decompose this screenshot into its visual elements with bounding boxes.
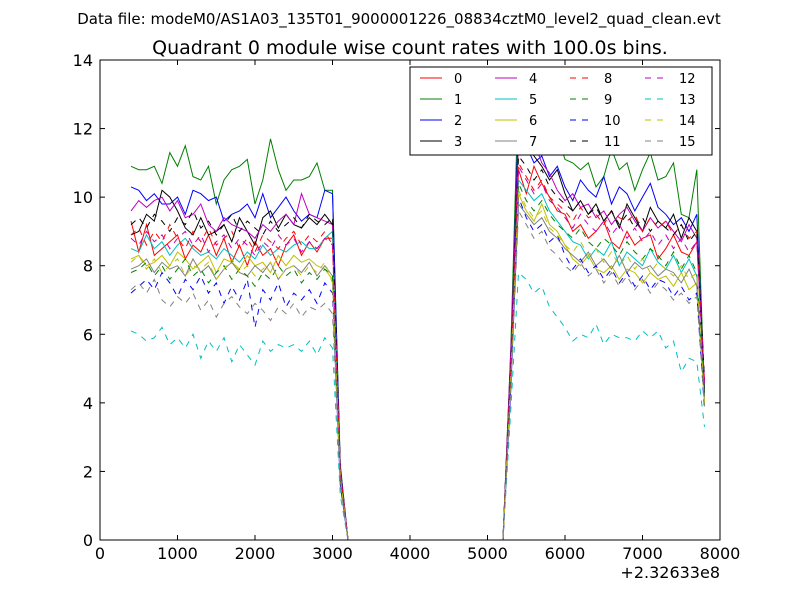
x-tick-label: 0 (95, 544, 105, 563)
x-offset-label: +2.32633e8 (620, 563, 720, 582)
series-line-15 (130, 209, 705, 541)
legend-label-10: 10 (604, 114, 621, 129)
data-file-header: Data file: modeM0/AS1A03_135T01_90000012… (77, 10, 721, 29)
series-line-13 (130, 271, 705, 541)
legend-label-9: 9 (604, 93, 612, 108)
chart-title: Quadrant 0 module wise count rates with … (152, 37, 668, 59)
y-tick-label: 2 (83, 462, 93, 481)
series-line-12 (130, 164, 705, 541)
series-line-5 (130, 178, 705, 541)
legend-label-6: 6 (529, 114, 537, 129)
x-tick-label: 1000 (157, 544, 198, 563)
series-line-2 (130, 118, 705, 541)
series-line-10 (130, 196, 705, 541)
legend-label-15: 15 (679, 135, 696, 150)
series-line-9 (130, 183, 705, 541)
legend-label-12: 12 (679, 72, 696, 87)
x-tick-label: 4000 (390, 544, 431, 563)
legend-label-4: 4 (529, 72, 537, 87)
legend-label-7: 7 (529, 135, 537, 150)
legend-box (409, 66, 713, 156)
legend-label-14: 14 (679, 114, 696, 129)
legend-label-5: 5 (529, 93, 537, 108)
y-tick-label: 6 (83, 325, 93, 344)
x-tick-label: 2000 (235, 544, 276, 563)
series-line-8 (130, 161, 705, 541)
y-tick-label: 14 (73, 51, 93, 70)
y-tick-label: 8 (83, 257, 93, 276)
series-line-11 (130, 154, 705, 541)
x-tick-label: 8000 (700, 544, 741, 563)
legend-label-2: 2 (454, 114, 462, 129)
x-tick-label: 7000 (622, 544, 663, 563)
y-tick-label: 4 (83, 394, 93, 413)
legend-label-1: 1 (454, 93, 462, 108)
x-tick-label: 6000 (545, 544, 586, 563)
series-line-4 (130, 131, 705, 541)
y-tick-label: 0 (83, 531, 93, 550)
y-tick-label: 10 (73, 188, 93, 207)
legend-label-3: 3 (454, 135, 462, 150)
series-line-14 (130, 190, 705, 541)
legend-label-13: 13 (679, 93, 696, 108)
legend-label-0: 0 (454, 72, 462, 87)
x-tick-label: 5000 (467, 544, 508, 563)
series-line-6 (130, 193, 705, 541)
y-tick-label: 12 (73, 120, 93, 139)
legend-label-8: 8 (604, 72, 612, 87)
x-tick-label: 3000 (312, 544, 353, 563)
axes-layer: 0 1000 2000 3000 4000 5000 6000 7000 80000246810… (73, 51, 741, 563)
legend-label-11: 11 (604, 135, 621, 150)
